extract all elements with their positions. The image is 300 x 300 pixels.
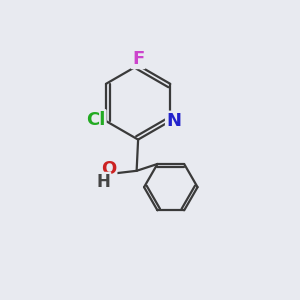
Text: Cl: Cl: [86, 110, 105, 128]
Text: N: N: [167, 112, 182, 130]
Text: O: O: [101, 160, 116, 178]
Text: F: F: [132, 50, 144, 68]
Text: H: H: [96, 173, 110, 191]
